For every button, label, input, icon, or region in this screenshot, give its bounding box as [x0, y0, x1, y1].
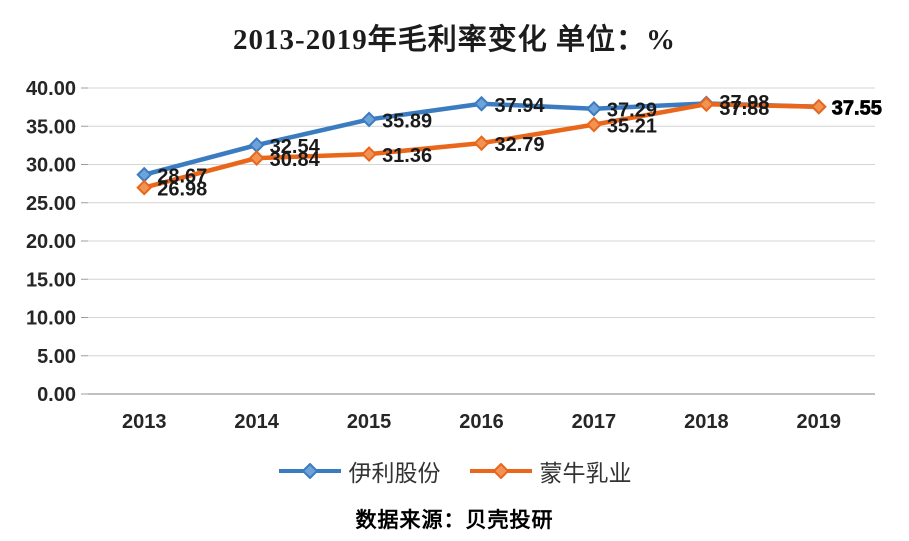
y-tick-label: 15.00 — [26, 269, 76, 291]
data-point-marker — [586, 116, 602, 133]
y-tick-label: 0.00 — [37, 384, 76, 406]
data-label: 35.21 — [607, 116, 657, 138]
data-point-marker — [473, 95, 490, 112]
data-label: 32.54 — [270, 136, 321, 158]
data-point-marker — [361, 111, 377, 128]
data-label: 37.88 — [719, 98, 769, 120]
data-point-marker — [810, 98, 827, 115]
data-label: 37.98 — [719, 92, 769, 114]
y-tick-label: 10.00 — [26, 308, 76, 330]
legend-line-marker-mengniu-icon — [469, 463, 532, 479]
data-label: 37.55 — [832, 98, 882, 120]
data-label: 32.79 — [495, 134, 545, 156]
x-category-label: 2019 — [797, 411, 842, 433]
y-tick-label: 25.00 — [26, 193, 76, 215]
legend-label-mengniu: 蒙牛乳业 — [539, 460, 632, 486]
data-point-marker — [361, 146, 377, 163]
x-category-label: 2017 — [572, 411, 617, 433]
data-point-marker — [698, 96, 715, 113]
data-point-marker — [248, 137, 265, 153]
y-tick-label: 35.00 — [26, 116, 76, 138]
data-source-note: 数据来源：贝壳投研 — [355, 509, 554, 532]
data-point-marker — [586, 100, 602, 117]
chart-title: 2013-2019年毛利率变化 单位：% — [233, 24, 676, 56]
x-category-label: 2015 — [347, 411, 392, 433]
data-label: 37.94 — [495, 95, 546, 117]
x-category-label: 2016 — [459, 411, 504, 433]
data-label: 28.67 — [157, 166, 207, 188]
data-label: 35.89 — [382, 110, 432, 132]
data-label: 37.29 — [607, 100, 657, 122]
data-label: 30.84 — [270, 149, 321, 171]
data-point-marker — [473, 135, 490, 152]
data-label: 31.36 — [382, 145, 432, 167]
legend-item-mengniu: 蒙牛乳业 — [469, 454, 632, 488]
x-category-label: 2018 — [684, 411, 729, 433]
legend-label-yili: 伊利股份 — [348, 460, 441, 486]
y-tick-label: 5.00 — [37, 346, 76, 368]
x-category-label: 2013 — [122, 411, 167, 433]
legend-line-marker-yili-icon — [278, 463, 341, 479]
data-point-marker — [136, 179, 153, 196]
y-tick-label: 40.00 — [26, 78, 76, 100]
y-tick-label: 20.00 — [26, 231, 76, 253]
data-point-marker — [136, 166, 153, 183]
legend-item-yili: 伊利股份 — [278, 454, 441, 488]
y-tick-label: 30.00 — [26, 155, 76, 177]
data-point-marker — [248, 150, 265, 166]
x-category-label: 2014 — [234, 411, 279, 433]
chart-legend: 伊利股份 蒙牛乳业 — [0, 454, 909, 488]
data-label: 26.98 — [157, 179, 207, 201]
